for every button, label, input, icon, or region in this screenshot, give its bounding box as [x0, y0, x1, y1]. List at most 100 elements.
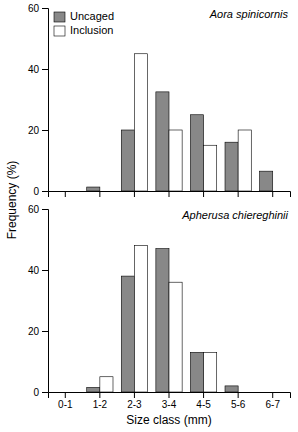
tick-label: 6-7 — [265, 399, 280, 410]
y-axis: 0 20 40 60 — [28, 204, 49, 398]
tick: 0 — [33, 186, 48, 197]
tick-mark — [169, 191, 170, 197]
tick-mark — [169, 392, 170, 398]
tick — [99, 191, 100, 197]
tick-label: 60 — [28, 3, 40, 14]
tick-label: 2-3 — [127, 399, 142, 410]
tick — [134, 191, 135, 197]
axis-line — [42, 210, 49, 393]
bar — [169, 130, 182, 191]
legend-label: Uncaged — [70, 10, 114, 22]
tick-mark — [42, 270, 48, 271]
tick — [203, 191, 204, 197]
bar — [260, 171, 273, 191]
legend-label: Inclusion — [70, 24, 113, 36]
tick-label: 0-1 — [58, 399, 73, 410]
tick-mark — [65, 191, 66, 197]
tick-label: 4-5 — [196, 399, 211, 410]
tick: 0 — [33, 387, 48, 398]
tick: 2-3 — [127, 392, 142, 410]
tick-mark — [42, 392, 48, 393]
tick-mark — [42, 209, 48, 210]
tick-mark — [99, 392, 100, 398]
tick-label: 60 — [28, 204, 40, 215]
bars — [87, 54, 273, 191]
panel-title: Apherusa chiereghinii — [181, 209, 288, 221]
bar — [190, 115, 203, 191]
tick: 1-2 — [93, 392, 108, 410]
tick-label: 40 — [28, 64, 40, 75]
tick — [238, 191, 239, 197]
tick-mark — [203, 191, 204, 197]
legend-item: Uncaged — [54, 10, 114, 22]
tick: 60 — [28, 3, 48, 14]
bars — [87, 246, 238, 392]
tick-label: 20 — [28, 326, 40, 337]
bar-series — [134, 54, 251, 191]
tick-label: 0 — [33, 186, 39, 197]
tick-mark — [42, 130, 48, 131]
bar — [273, 392, 286, 393]
tick-mark — [203, 392, 204, 398]
legend-swatch — [54, 26, 65, 36]
legend-swatch — [54, 12, 65, 22]
bar — [273, 191, 286, 192]
tick-mark — [272, 191, 273, 197]
y-axis: 0 20 40 60 — [28, 3, 49, 197]
legend-item: Inclusion — [54, 24, 113, 36]
tick: 40 — [28, 64, 48, 75]
bar — [204, 145, 217, 191]
chart: 0 20 40 60 Aora spinicornis Uncaged Inclusion F… — [0, 0, 298, 432]
x-axis-title: Size class (mm) — [126, 413, 211, 427]
bar — [121, 130, 134, 191]
bar — [225, 386, 238, 392]
tick-mark — [99, 191, 100, 197]
tick-mark — [42, 331, 48, 332]
bar — [169, 282, 182, 392]
tick: 20 — [28, 125, 48, 136]
bar-series — [87, 249, 238, 392]
tick-label: 3-4 — [162, 399, 177, 410]
tick: 60 — [28, 204, 48, 215]
tick — [169, 191, 170, 197]
tick-mark — [42, 69, 48, 70]
bar — [156, 92, 169, 191]
bar — [238, 130, 251, 191]
bar-series — [87, 92, 273, 191]
tick-mark — [272, 392, 273, 398]
tick-mark — [65, 392, 66, 398]
tick-label: 5-6 — [231, 399, 246, 410]
tick-mark — [134, 392, 135, 398]
tick: 5-6 — [231, 392, 246, 410]
y-axis-title: Frequency (%) — [5, 161, 19, 240]
tick-mark — [42, 191, 48, 192]
panel: 0 20 40 60 0-1 1-2 2-3 3-4 4-5 5-6 6-7 Apherusa chi… — [28, 204, 291, 410]
bar — [87, 387, 100, 392]
bar-series — [100, 246, 217, 392]
tick — [272, 191, 273, 197]
bar — [65, 191, 78, 192]
tick: 40 — [28, 265, 48, 276]
bar — [134, 246, 147, 392]
bar — [190, 352, 203, 392]
axis-line — [49, 192, 291, 198]
bar — [121, 276, 134, 392]
bar — [225, 142, 238, 191]
tick-mark — [42, 8, 48, 9]
bar — [52, 392, 65, 393]
bar — [52, 191, 65, 192]
tick-label: 1-2 — [93, 399, 108, 410]
axis-line — [49, 393, 291, 399]
x-axis — [49, 191, 291, 197]
tick-label: 20 — [28, 125, 40, 136]
legend: Uncaged Inclusion — [54, 10, 114, 36]
tick-mark — [134, 191, 135, 197]
panel-title: Aora spinicornis — [209, 8, 289, 20]
bar — [100, 377, 113, 392]
x-axis: 0-1 1-2 2-3 3-4 4-5 5-6 6-7 — [49, 392, 291, 410]
bar — [238, 392, 251, 393]
bar — [260, 392, 273, 393]
bar — [87, 187, 100, 191]
panel: 0 20 40 60 Aora spinicornis Uncaged Inclusion — [28, 3, 291, 197]
tick — [65, 191, 66, 197]
